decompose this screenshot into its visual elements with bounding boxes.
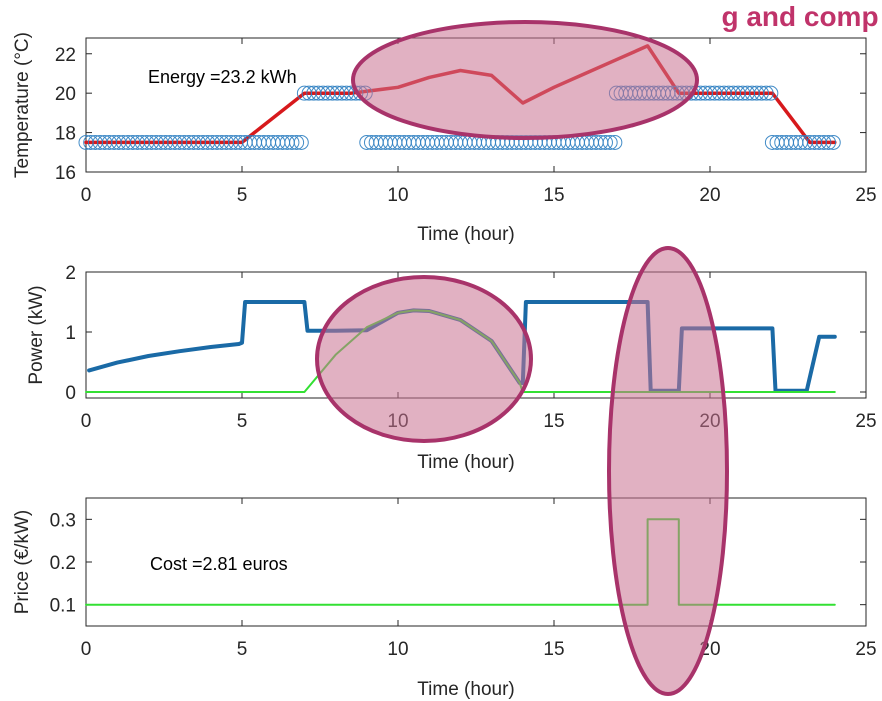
headline-text: g and comp (721, 1, 878, 32)
annotation-text: Energy =23.2 kWh (148, 67, 297, 87)
setpoint-marker (825, 134, 841, 150)
x-tick-label: 20 (699, 185, 720, 206)
setpoint-marker (597, 134, 613, 150)
x-tick-label: 15 (543, 411, 564, 432)
highlight-overlays (315, 20, 729, 696)
x-axis-label: Time (hour) (417, 679, 514, 700)
setpoint-marker (293, 134, 309, 150)
x-tick-label: 25 (855, 639, 876, 660)
y-tick-label: 0.2 (50, 553, 76, 574)
y-tick-label: 16 (55, 163, 76, 184)
y-tick-label: 0.3 (50, 510, 76, 531)
y-tick-label: 2 (65, 263, 76, 284)
y-tick-label: 0.1 (50, 596, 76, 617)
x-tick-label: 5 (237, 411, 248, 432)
x-tick-label: 25 (855, 185, 876, 206)
x-tick-label: 10 (387, 185, 408, 206)
y-tick-label: 0 (65, 383, 76, 404)
x-tick-label: 10 (387, 639, 408, 660)
setpoint-marker (753, 85, 769, 101)
setpoint-marker (607, 134, 623, 150)
x-tick-label: 5 (237, 185, 248, 206)
highlight-ellipse-price-peak (607, 246, 729, 696)
setpoint-marker (602, 134, 618, 150)
highlight-ellipse-power (315, 275, 533, 443)
x-tick-label: 0 (81, 185, 92, 206)
y-tick-label: 22 (55, 45, 76, 66)
setpoint-marker (763, 85, 779, 101)
x-axis-label: Time (hour) (417, 224, 514, 245)
setpoint-marker (821, 134, 837, 150)
x-tick-label: 15 (543, 639, 564, 660)
x-tick-label: 15 (543, 185, 564, 206)
setpoint-marker (284, 134, 300, 150)
x-tick-label: 0 (81, 639, 92, 660)
y-tick-label: 18 (55, 124, 76, 145)
y-tick-label: 1 (65, 323, 76, 344)
x-tick-label: 25 (855, 411, 876, 432)
x-axis-label: Time (hour) (417, 452, 514, 473)
setpoint-marker (289, 134, 305, 150)
y-axis-label: Power (kW) (26, 285, 47, 384)
y-axis-label: Temperature (°C) (12, 32, 33, 178)
x-tick-label: 0 (81, 411, 92, 432)
highlight-ellipse-temperature (351, 20, 699, 140)
annotation-text: Cost =2.81 euros (150, 554, 288, 574)
setpoint-marker (816, 134, 832, 150)
x-tick-label: 5 (237, 639, 248, 660)
setpoint-marker (758, 85, 774, 101)
y-tick-label: 20 (55, 84, 76, 105)
y-axis-label: Price (€/kW) (12, 510, 33, 615)
